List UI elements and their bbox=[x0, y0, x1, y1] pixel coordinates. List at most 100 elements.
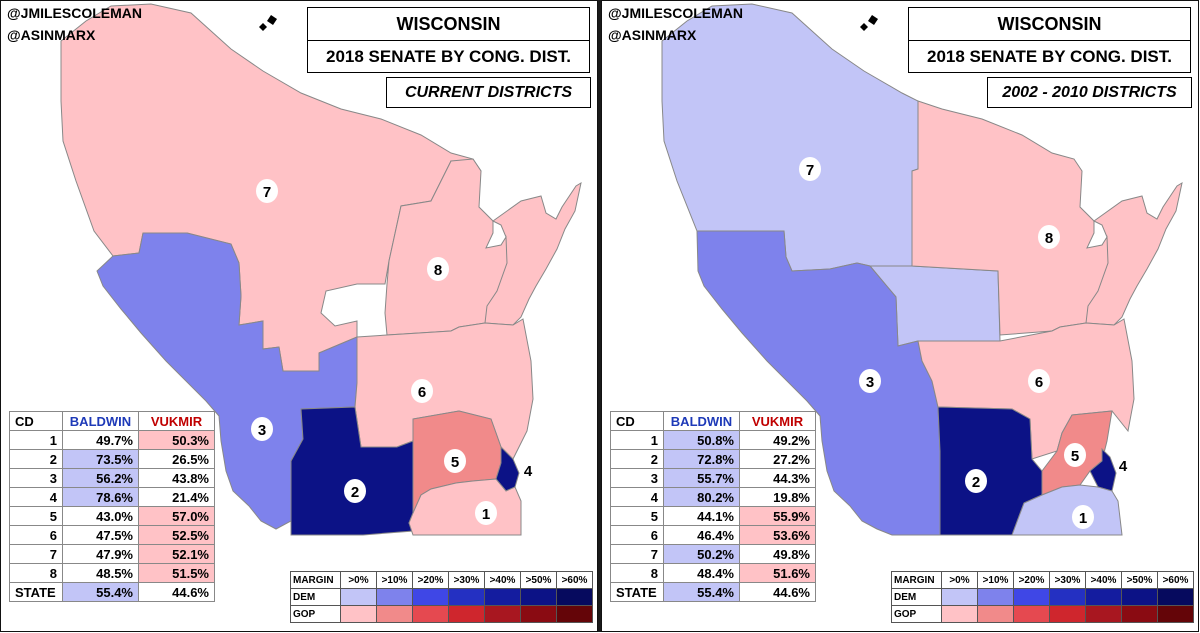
cd-cell: 1 bbox=[9, 430, 63, 450]
vukmir-cell: 49.8% bbox=[739, 544, 816, 564]
legend-swatch-dem bbox=[412, 588, 449, 606]
baldwin-cell: 50.2% bbox=[663, 544, 740, 564]
label-8: 8 bbox=[427, 257, 449, 281]
legend-swatch-gop bbox=[977, 605, 1014, 623]
label-1: 1 bbox=[475, 501, 497, 525]
cd-cell: 5 bbox=[610, 506, 664, 526]
table-row: 4 78.6% 21.4% bbox=[9, 487, 215, 507]
header-baldwin: BALDWIN bbox=[663, 411, 740, 431]
legend-swatch-dem bbox=[484, 588, 521, 606]
legend-step: >0% bbox=[941, 571, 978, 589]
label-6: 6 bbox=[1028, 369, 1050, 393]
apostle-islands bbox=[860, 15, 878, 31]
baldwin-cell: 80.2% bbox=[663, 487, 740, 507]
label-3: 3 bbox=[251, 417, 273, 441]
vukmir-cell: 55.9% bbox=[739, 506, 816, 526]
label-4: 4 bbox=[1119, 458, 1128, 475]
title-box: WISCONSIN 2018 SENATE BY CONG. DIST. bbox=[908, 7, 1191, 73]
baldwin-cell: 56.2% bbox=[62, 468, 139, 488]
results-table-2002-2010: CD BALDWIN VUKMIR 1 50.8% 49.2% 2 72.8% 27.2% 3 55… bbox=[610, 411, 816, 602]
legend-margin-label: MARGIN bbox=[290, 571, 341, 589]
legend-swatch-gop bbox=[1013, 605, 1050, 623]
cd-cell: 6 bbox=[9, 525, 63, 545]
table-row: 3 55.7% 44.3% bbox=[610, 468, 816, 488]
legend-swatch-gop bbox=[484, 605, 521, 623]
svg-text:5: 5 bbox=[1071, 448, 1079, 465]
legend-step: >20% bbox=[412, 571, 449, 589]
cd-cell: 4 bbox=[610, 487, 664, 507]
table-row: STATE 55.4% 44.6% bbox=[610, 582, 816, 602]
title-box: WISCONSIN 2018 SENATE BY CONG. DIST. bbox=[307, 7, 590, 73]
title-state: WISCONSIN bbox=[308, 8, 589, 41]
cd-cell: 4 bbox=[9, 487, 63, 507]
legend-step: >30% bbox=[448, 571, 485, 589]
table-row: 5 43.0% 57.0% bbox=[9, 506, 215, 526]
table-row: 2 73.5% 26.5% bbox=[9, 449, 215, 469]
legend-header-row: MARGIN >0% >10% >20% >30% >40% >50% >60% bbox=[891, 571, 1194, 589]
table-header-row: CD BALDWIN VUKMIR bbox=[9, 411, 215, 431]
baldwin-cell: 48.4% bbox=[663, 563, 740, 583]
baldwin-cell: 78.6% bbox=[62, 487, 139, 507]
label-2: 2 bbox=[344, 479, 366, 503]
legend-step: >40% bbox=[484, 571, 521, 589]
baldwin-cell: 48.5% bbox=[62, 563, 139, 583]
legend-step: >10% bbox=[977, 571, 1014, 589]
vukmir-cell: 53.6% bbox=[739, 525, 816, 545]
table-row: 6 47.5% 52.5% bbox=[9, 525, 215, 545]
legend-step: >0% bbox=[340, 571, 377, 589]
vukmir-cell: 49.2% bbox=[739, 430, 816, 450]
credit-line-1: @JMILESCOLEMAN bbox=[608, 5, 743, 21]
legend-step: >10% bbox=[376, 571, 413, 589]
title-state: WISCONSIN bbox=[909, 8, 1190, 41]
baldwin-cell: 55.4% bbox=[62, 582, 139, 602]
svg-text:8: 8 bbox=[434, 262, 442, 279]
legend-gop-row: GOP bbox=[290, 605, 593, 623]
svg-text:4: 4 bbox=[524, 463, 533, 480]
panel-divider bbox=[598, 0, 601, 632]
legend-swatch-gop bbox=[1157, 605, 1194, 623]
legend-dem-row: DEM bbox=[290, 588, 593, 606]
vukmir-cell: 27.2% bbox=[739, 449, 816, 469]
label-7: 7 bbox=[799, 157, 821, 181]
legend-swatch-gop bbox=[412, 605, 449, 623]
header-vukmir: VUKMIR bbox=[138, 411, 215, 431]
legend-swatch-gop bbox=[1121, 605, 1158, 623]
label-8: 8 bbox=[1038, 225, 1060, 249]
svg-text:2: 2 bbox=[351, 484, 359, 501]
cd-cell: STATE bbox=[610, 582, 664, 602]
table-row: 8 48.5% 51.5% bbox=[9, 563, 215, 583]
svg-text:4: 4 bbox=[1119, 458, 1128, 475]
legend-swatch-dem bbox=[376, 588, 413, 606]
table-row: 6 46.4% 53.6% bbox=[610, 525, 816, 545]
legend-swatch-gop bbox=[340, 605, 377, 623]
legend-swatch-dem bbox=[448, 588, 485, 606]
legend-swatch-dem bbox=[556, 588, 593, 606]
vukmir-cell: 52.5% bbox=[138, 525, 215, 545]
legend-swatch-gop bbox=[520, 605, 557, 623]
table-row: 3 56.2% 43.8% bbox=[9, 468, 215, 488]
label-2: 2 bbox=[965, 469, 987, 493]
label-5: 5 bbox=[444, 449, 466, 473]
district-8 bbox=[384, 158, 582, 336]
vukmir-cell: 44.6% bbox=[739, 582, 816, 602]
legend-swatch-gop bbox=[941, 605, 978, 623]
vukmir-cell: 52.1% bbox=[138, 544, 215, 564]
svg-text:7: 7 bbox=[806, 162, 814, 179]
subtitle-current: CURRENT DISTRICTS bbox=[386, 77, 591, 108]
table-header-row: CD BALDWIN VUKMIR bbox=[610, 411, 816, 431]
baldwin-cell: 55.4% bbox=[663, 582, 740, 602]
svg-text:8: 8 bbox=[1045, 230, 1053, 247]
svg-text:6: 6 bbox=[418, 384, 426, 401]
credit-line-1: @JMILESCOLEMAN bbox=[7, 5, 142, 21]
baldwin-cell: 46.4% bbox=[663, 525, 740, 545]
header-baldwin: BALDWIN bbox=[62, 411, 139, 431]
svg-text:7: 7 bbox=[263, 184, 271, 201]
table-row: 1 50.8% 49.2% bbox=[610, 430, 816, 450]
svg-text:6: 6 bbox=[1035, 374, 1043, 391]
vukmir-cell: 50.3% bbox=[138, 430, 215, 450]
wisconsin-map-2002-2010: 7 8 6 3 5 4 2 1 bbox=[661, 3, 1183, 536]
label-5: 5 bbox=[1064, 443, 1086, 467]
legend-swatch-dem bbox=[977, 588, 1014, 606]
results-table-current: CD BALDWIN VUKMIR 1 49.7% 50.3% 2 73.5% 26.5% 3 56… bbox=[9, 411, 215, 602]
svg-text:3: 3 bbox=[866, 374, 874, 391]
